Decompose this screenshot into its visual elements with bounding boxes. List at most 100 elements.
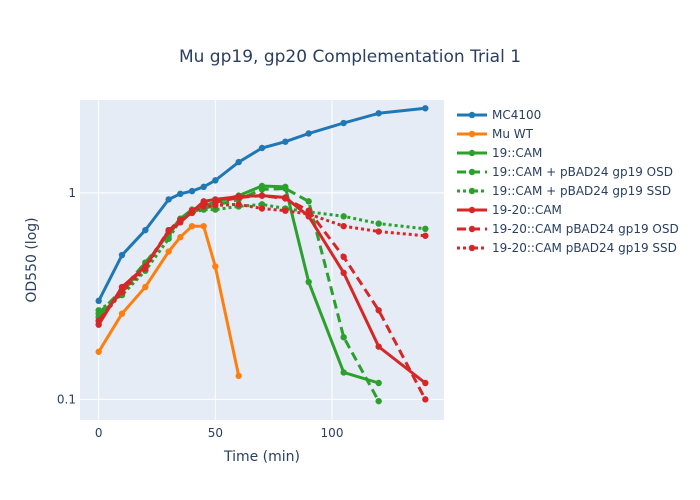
data-point (235, 372, 242, 380)
data-point (188, 209, 196, 217)
data-point (375, 228, 382, 235)
data-point (118, 310, 126, 317)
data-point (258, 205, 266, 212)
data-point (142, 265, 149, 272)
y-tick-labels: 0.11 (57, 186, 76, 406)
data-point (282, 185, 289, 192)
data-point (340, 119, 347, 127)
x-tick-label: 50 (208, 426, 223, 440)
legend-label: Mu WT (492, 127, 534, 141)
legend-label: 19::CAM + pBAD24 gp19 SSD (492, 184, 671, 198)
data-point (375, 220, 382, 227)
data-point (118, 289, 126, 296)
data-point (212, 202, 219, 209)
legend-item[interactable]: 19-20::CAM pBAD24 gp19 SSD (457, 241, 677, 255)
x-axis-title: Time (min) (223, 449, 300, 465)
data-point (422, 396, 429, 403)
data-point (340, 269, 347, 277)
data-point (235, 194, 242, 201)
data-point (258, 144, 266, 152)
legend-item[interactable]: Mu WT (457, 127, 534, 141)
data-point (305, 130, 312, 137)
data-point (165, 226, 172, 234)
legend-marker (468, 225, 476, 233)
x-tick-labels: 0 50 100 (95, 426, 344, 440)
legend-item[interactable]: 19-20::CAM (457, 203, 562, 217)
legend-label: 19-20::CAM (492, 203, 562, 217)
series-7 (95, 201, 429, 325)
data-point (200, 183, 207, 191)
data-point (258, 186, 266, 193)
data-point (375, 343, 382, 350)
data-point (282, 138, 289, 145)
data-point (95, 297, 102, 305)
data-point (305, 198, 312, 205)
data-point (282, 207, 289, 214)
legend-marker (468, 130, 476, 138)
data-point (165, 235, 172, 242)
data-point (235, 158, 242, 166)
data-point (375, 397, 382, 405)
data-point (305, 278, 312, 286)
data-point (340, 369, 347, 376)
series-0 (95, 105, 429, 305)
data-point (200, 222, 207, 230)
data-point (305, 210, 312, 218)
legend-marker (468, 168, 476, 176)
series-layer (95, 105, 429, 405)
data-point (340, 334, 347, 341)
data-point (165, 248, 172, 255)
data-point (118, 251, 126, 259)
data-point (142, 283, 149, 291)
data-point (340, 213, 347, 220)
data-point (95, 317, 102, 325)
x-tick-label: 100 (321, 426, 344, 440)
data-point (212, 263, 219, 270)
data-point (165, 196, 172, 203)
data-point (200, 203, 207, 210)
data-point (177, 190, 184, 198)
data-point (422, 379, 429, 387)
legend-item[interactable]: 19::CAM + pBAD24 gp19 OSD (457, 165, 673, 179)
data-point (340, 253, 347, 261)
data-point (422, 225, 429, 233)
data-point (375, 110, 382, 117)
y-tick-label: 0.1 (57, 392, 76, 406)
x-tick-label: 0 (95, 426, 103, 440)
legend-label: 19-20::CAM pBAD24 gp19 SSD (492, 241, 677, 255)
data-point (142, 226, 149, 234)
legend-item[interactable]: 19::CAM (457, 146, 542, 160)
data-point (212, 177, 219, 184)
data-point (375, 379, 382, 387)
chart-title: Mu gp19, gp20 Complementation Trial 1 (179, 47, 521, 67)
data-point (375, 307, 382, 314)
legend-marker (468, 187, 476, 195)
legend-label: MC4100 (492, 108, 541, 122)
data-point (422, 232, 429, 239)
data-point (340, 222, 347, 230)
data-point (235, 201, 242, 208)
series-line (97, 202, 426, 312)
legend-item[interactable]: 19-20::CAM pBAD24 gp19 OSD (457, 222, 679, 236)
y-axis-title: OD550 (log) (24, 217, 40, 302)
legend-item[interactable]: 19::CAM + pBAD24 gp19 SSD (457, 184, 671, 198)
data-point (95, 348, 102, 355)
legend-label: 19::CAM + pBAD24 gp19 OSD (492, 165, 673, 179)
grid-lines (80, 100, 444, 420)
legend-label: 19-20::CAM pBAD24 gp19 OSD (492, 222, 679, 236)
legend-marker (468, 206, 476, 214)
data-point (188, 187, 196, 195)
data-point (177, 216, 184, 224)
data-point (95, 307, 102, 314)
plot-background (80, 100, 444, 420)
legend-marker (468, 244, 476, 252)
y-tick-label: 1 (68, 186, 76, 200)
data-point (177, 234, 184, 241)
data-point (422, 105, 429, 112)
legend-item[interactable]: MC4100 (457, 108, 541, 122)
legend-marker (468, 111, 476, 119)
series-1 (95, 222, 242, 380)
data-point (258, 192, 266, 199)
